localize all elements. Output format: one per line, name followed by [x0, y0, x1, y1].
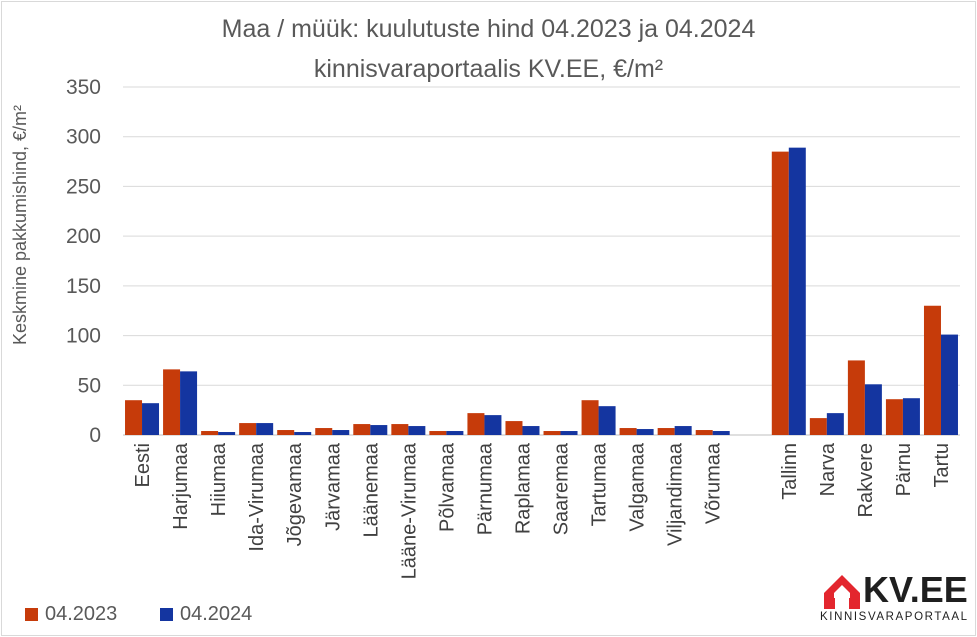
bar-04.2024-Võrumaa	[712, 431, 730, 435]
bar-04.2023-Valgamaa	[619, 428, 637, 435]
bar-04.2023-Jõgevamaa	[277, 430, 295, 435]
bar-04.2024-Tartumaa	[598, 406, 616, 435]
bar-04.2023-Tartu	[923, 305, 941, 435]
bar-04.2024-Valgamaa	[636, 429, 654, 435]
x-tick-label: Harjumaa	[170, 442, 192, 530]
house-icon	[824, 575, 860, 609]
bar-04.2023-Lääne-Virumaa	[391, 424, 409, 435]
x-tick-label: Pärnu	[893, 443, 915, 496]
bar-04.2024-Raplamaa	[522, 426, 540, 435]
bar-04.2023-Saaremaa	[543, 431, 561, 435]
bar-04.2024-Narva	[826, 413, 844, 435]
x-tick-label: Saaremaa	[551, 442, 573, 535]
x-tick-label: Läänemaa	[360, 442, 382, 537]
chart-title: Maa / müük: kuulutuste hind 04.2023 ja 0…	[221, 15, 756, 43]
x-tick-label: Ida-Virumaa	[246, 442, 268, 551]
x-tick-label: Lääne-Virumaa	[398, 442, 420, 579]
x-tick-label: Rakvere	[855, 443, 877, 517]
bar-04.2023-Järvamaa	[315, 428, 333, 435]
y-tick-label: 250	[66, 175, 101, 198]
legend-label-2024: 04.2024	[180, 603, 253, 625]
y-tick-label: 350	[66, 76, 101, 99]
x-tick-label: Pärnumaa	[474, 442, 496, 535]
kv-ee-logo: KV.EE KINNISVARAPORTAAL	[820, 569, 970, 629]
bar-04.2024-Hiiumaa	[218, 432, 236, 435]
bar-04.2023-Ida-Virumaa	[239, 423, 257, 435]
logo-tagline: KINNISVARAPORTAAL	[820, 611, 969, 623]
y-tick-label: 150	[66, 275, 101, 298]
bar-04.2024-Lääne-Virumaa	[408, 426, 426, 435]
bar-04.2023-Põlvamaa	[429, 431, 447, 435]
x-tick-label: Narva	[817, 442, 839, 496]
bar-04.2024-Läänemaa	[370, 425, 388, 435]
bar-04.2023-Hiiumaa	[201, 431, 219, 435]
y-tick-label: 200	[66, 225, 101, 248]
legend-item-2024: 04.2024	[160, 603, 252, 626]
x-tick-label: Jõgevamaa	[284, 442, 306, 546]
logo-name: KV.EE	[863, 569, 968, 610]
legend-swatch-2023	[25, 608, 38, 621]
bar-04.2023-Narva	[809, 418, 827, 435]
bar-04.2023-Raplamaa	[505, 421, 523, 435]
x-tick-label: Viljandimaa	[665, 442, 687, 546]
bar-04.2024-Saaremaa	[560, 431, 578, 435]
x-tick-label: Eesti	[132, 443, 154, 487]
bar-04.2024-Eesti	[142, 403, 160, 435]
x-tick-label: Hiiumaa	[208, 442, 230, 516]
bar-04.2023-Rakvere	[847, 360, 865, 435]
x-tick-label: Tallinn	[779, 443, 801, 500]
y-tick-label: 100	[66, 325, 101, 348]
bar-04.2024-Tallinn	[788, 147, 806, 435]
bar-04.2023-Tartumaa	[581, 400, 599, 435]
bar-04.2023-Pärnu	[885, 399, 903, 435]
bar-04.2024-Ida-Virumaa	[256, 423, 274, 435]
x-tick-label: Järvamaa	[322, 442, 344, 531]
x-tick-label: Valgamaa	[627, 442, 649, 531]
bar-04.2023-Tallinn	[771, 151, 789, 435]
bar-04.2023-Võrumaa	[695, 430, 713, 435]
bar-04.2023-Eesti	[125, 400, 143, 435]
bar-04.2024-Pärnumaa	[484, 415, 502, 435]
bar-04.2023-Harjumaa	[163, 369, 181, 435]
x-tick-label: Võrumaa	[703, 442, 725, 524]
bar-04.2024-Põlvamaa	[446, 431, 464, 435]
bar-04.2024-Rakvere	[864, 384, 882, 435]
y-tick-label: 300	[66, 126, 101, 149]
chart-subtitle: kinnisvaraportaalis KV.EE, €/m²	[313, 55, 664, 83]
bar-04.2023-Pärnumaa	[467, 413, 485, 435]
bar-04.2024-Harjumaa	[180, 371, 198, 435]
bar-04.2024-Järvamaa	[332, 430, 350, 435]
bar-04.2024-Jõgevamaa	[294, 432, 312, 435]
bar-04.2024-Pärnu	[902, 398, 920, 435]
y-tick-label: 0	[89, 424, 101, 447]
legend-label-2023: 04.2023	[45, 603, 118, 625]
legend-item-2023: 04.2023	[25, 603, 117, 626]
y-axis-label: Keskmine pakkumishind, €/m²	[10, 105, 30, 345]
bar-04.2023-Viljandimaa	[657, 428, 675, 435]
x-tick-label: Tartumaa	[589, 442, 611, 526]
bar-04.2024-Tartu	[940, 334, 958, 435]
bar-04.2024-Viljandimaa	[674, 426, 692, 435]
bar-04.2023-Läänemaa	[353, 424, 371, 435]
y-tick-label: 50	[78, 374, 101, 397]
x-tick-label: Raplamaa	[512, 442, 534, 534]
x-tick-label: Põlvamaa	[436, 442, 458, 532]
x-tick-label: Tartu	[931, 443, 953, 487]
legend-swatch-2024	[160, 608, 173, 621]
